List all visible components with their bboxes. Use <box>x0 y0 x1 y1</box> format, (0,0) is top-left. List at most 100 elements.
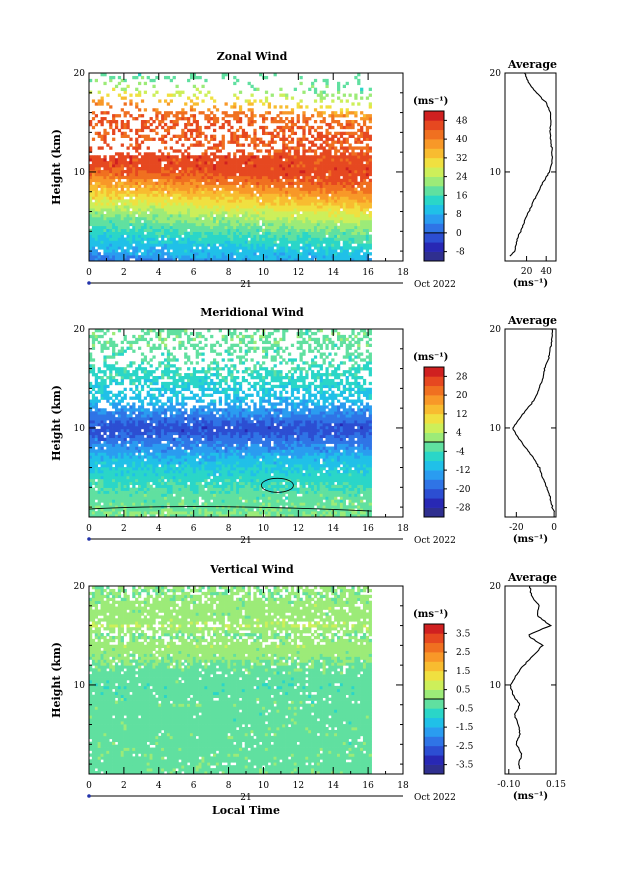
heatmap-cell <box>334 120 338 124</box>
heatmap-cell <box>362 167 367 171</box>
heatmap-cell <box>328 225 332 230</box>
heatmap-cell <box>319 505 323 509</box>
heatmap-cell <box>357 172 361 177</box>
heatmap-cell <box>187 122 191 127</box>
heatmap-cell <box>163 184 168 188</box>
heatmap-cell <box>109 202 113 206</box>
heatmap-cell <box>114 511 119 515</box>
heatmap-cell <box>285 161 289 165</box>
heatmap-cell <box>241 208 246 212</box>
heatmap-cell <box>348 172 352 177</box>
heatmap-cell <box>187 146 191 150</box>
heatmap-cell <box>305 137 309 141</box>
heatmap-cell <box>161 167 165 171</box>
heatmap-cell <box>339 152 344 156</box>
heatmap-cell <box>213 114 217 118</box>
heatmap-cell <box>198 202 202 206</box>
heatmap-cell <box>89 496 93 500</box>
heatmap-cell <box>270 222 274 227</box>
heatmap-cell <box>302 252 306 256</box>
heatmap-cell <box>106 216 110 221</box>
heatmap-cell <box>267 216 272 221</box>
heatmap-cell <box>357 249 361 253</box>
heatmap-cell <box>348 187 352 191</box>
heatmap-cell <box>114 231 119 235</box>
heatmap-cell <box>247 231 251 235</box>
heatmap-cell <box>334 252 338 256</box>
heatmap-cell <box>351 190 355 194</box>
heatmap-cell <box>230 228 234 232</box>
heatmap-cell <box>204 158 208 162</box>
heatmap-cell <box>195 228 199 232</box>
heatmap-cell <box>360 190 364 194</box>
heatmap-cell <box>152 167 156 171</box>
heatmap-cell <box>140 140 145 144</box>
heatmap-cell <box>241 184 246 188</box>
heatmap-cell <box>342 190 346 194</box>
heatmap-cell <box>221 146 225 150</box>
heatmap-cell <box>236 181 240 185</box>
heatmap-cell <box>290 190 295 194</box>
heatmap-cell <box>181 161 185 165</box>
heatmap-cell <box>299 99 303 103</box>
heatmap-cell <box>109 184 113 188</box>
heatmap-cell <box>215 214 220 218</box>
heatmap-cell <box>114 499 119 503</box>
heatmap-cell <box>305 158 309 162</box>
heatmap-cell <box>184 199 188 203</box>
heatmap-cell <box>238 205 243 209</box>
heatmap-cell <box>331 164 335 168</box>
heatmap-cell <box>339 155 344 159</box>
heatmap-cell <box>244 237 248 241</box>
heatmap-cell <box>322 237 326 241</box>
heatmap-cell <box>262 196 266 200</box>
heatmap-cell <box>213 105 217 109</box>
heatmap-cell <box>195 243 199 247</box>
heatmap-cell <box>227 199 231 203</box>
heatmap-cell <box>285 96 289 100</box>
heatmap-cell <box>140 514 145 518</box>
heatmap-cell <box>201 508 205 512</box>
heatmap-cell <box>117 208 122 212</box>
heatmap-cell <box>178 237 182 241</box>
heatmap-cell <box>198 225 202 230</box>
heatmap-cell <box>143 499 148 503</box>
heatmap-cell <box>218 205 222 209</box>
heatmap-cell <box>172 134 176 138</box>
heatmap-cell <box>354 152 358 156</box>
heatmap-cell <box>319 114 323 118</box>
heatmap-cell <box>140 222 145 227</box>
heatmap-cell <box>97 211 101 215</box>
heatmap-cell <box>103 184 107 188</box>
heatmap-cell <box>236 128 240 133</box>
heatmap-cell <box>184 249 188 253</box>
heatmap-cell <box>120 193 124 197</box>
heatmap-cell <box>305 199 309 203</box>
heatmap-cell <box>204 243 208 247</box>
heatmap-cell <box>149 202 153 206</box>
colorbar-tick-label: 24 <box>456 173 468 183</box>
heatmap-cell <box>357 122 361 127</box>
heatmap-cell <box>161 158 165 162</box>
heatmap-cell <box>195 128 199 133</box>
heatmap-cell <box>328 208 332 212</box>
heatmap-cell <box>296 120 300 124</box>
heatmap-cell <box>276 196 280 200</box>
heatmap-cell <box>192 499 197 503</box>
heatmap-cell <box>253 219 257 224</box>
heatmap-cell <box>339 246 344 250</box>
heatmap-cell <box>351 120 355 124</box>
heatmap-cell <box>91 178 96 183</box>
heatmap-cell <box>149 208 153 212</box>
heatmap-cell <box>132 228 136 232</box>
heatmap-cell <box>279 105 283 109</box>
heatmap-cell <box>342 228 346 232</box>
heatmap-cell <box>319 152 323 156</box>
heatmap-cell <box>189 190 194 194</box>
heatmap-cell <box>259 202 263 206</box>
heatmap-cell <box>316 181 321 185</box>
heatmap-cell <box>241 508 246 512</box>
heatmap-cell <box>285 511 289 515</box>
heatmap-cell <box>129 196 133 200</box>
heatmap-cell <box>161 178 165 183</box>
